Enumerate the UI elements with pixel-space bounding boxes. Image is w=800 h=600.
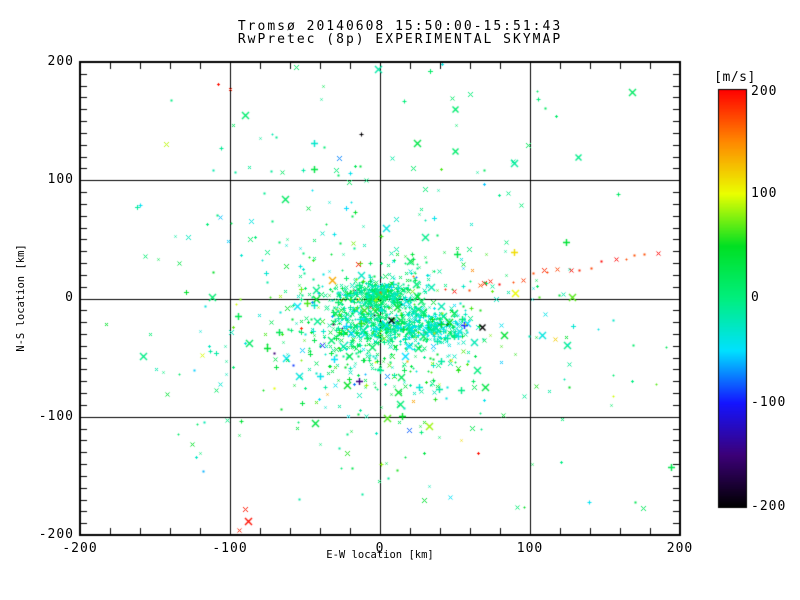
x-axis-title: E-W location [km] xyxy=(326,549,434,561)
colorbar-tick-0: 0 xyxy=(751,290,760,305)
y-tick-label-100: 100 xyxy=(47,172,74,187)
plot-title-line1: Tromsø 20140608 15:50:00-15:51:43 xyxy=(237,19,563,34)
colorbar-tick-200: 200 xyxy=(751,84,778,99)
colorbar-tick--200: -200 xyxy=(751,499,787,514)
x-tick-label--100: -100 xyxy=(212,541,248,556)
x-tick-label-200: 200 xyxy=(666,541,694,556)
colorbar-units-label: [m/s] xyxy=(714,70,756,85)
plot-title-line2: RwPretec (8p) EXPERIMENTAL SKYMAP xyxy=(237,32,563,47)
y-tick-label--100: -100 xyxy=(38,409,74,424)
x-tick-label-0: 0 xyxy=(375,541,385,556)
x-tick-label--200: -200 xyxy=(62,541,98,556)
x-tick-label-100: 100 xyxy=(516,541,544,556)
colorbar-tick--100: -100 xyxy=(751,395,787,410)
y-axis-title: N-S location [km] xyxy=(15,244,27,352)
y-tick-label-0: 0 xyxy=(65,290,74,305)
y-tick-label-200: 200 xyxy=(47,54,74,69)
colorbar-tick-100: 100 xyxy=(751,186,778,201)
y-tick-label--200: -200 xyxy=(38,527,74,542)
